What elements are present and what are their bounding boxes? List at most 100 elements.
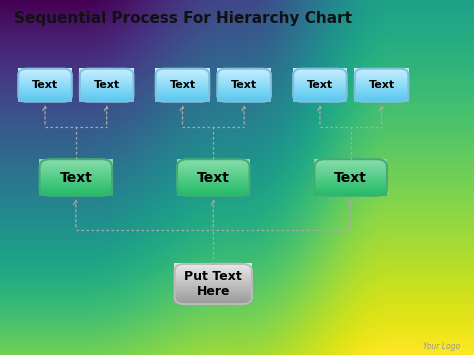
Bar [174,265,252,266]
Bar [155,73,210,75]
Bar [174,277,252,278]
Bar [354,92,409,93]
Bar [217,100,271,101]
Bar [217,94,271,95]
Bar [217,70,271,71]
Bar [155,85,210,86]
Text: Text: Text [197,170,230,185]
Bar [18,70,72,71]
Bar [354,95,409,96]
Bar [176,177,250,178]
Bar [293,86,347,87]
Bar [18,94,72,95]
Bar [293,76,347,77]
Bar [176,172,250,173]
Bar [39,192,112,193]
Bar [18,90,72,91]
Bar [155,98,210,99]
Bar [314,164,387,165]
Bar [155,68,210,69]
Bar [293,98,347,99]
Bar [176,180,250,181]
Bar [354,89,409,90]
Bar [174,282,252,283]
Bar [39,173,112,174]
Bar [293,94,347,95]
Bar [39,168,112,169]
Bar [217,100,271,102]
Bar [217,86,271,87]
Bar [314,182,387,184]
Bar [354,90,409,91]
Bar [176,166,250,167]
Bar [176,176,250,178]
Bar [174,302,252,304]
Bar [155,99,210,100]
Bar [155,98,210,99]
Bar [314,191,387,192]
Bar [176,167,250,168]
Bar [176,169,250,170]
Bar [80,87,134,88]
Bar [293,87,347,88]
Bar [155,100,210,101]
Bar [39,188,112,189]
Bar [176,164,250,165]
Bar [314,178,387,179]
Bar [18,97,72,98]
Bar [155,86,210,87]
Bar [174,268,252,269]
Bar [155,75,210,76]
Bar [18,75,72,76]
Bar [39,190,112,191]
Bar [314,184,387,185]
Bar [293,81,347,82]
Bar [293,73,347,75]
Bar [176,192,250,193]
Bar [18,69,72,70]
Bar [39,191,112,192]
Bar [18,94,72,95]
Bar [80,93,134,94]
Bar [176,178,250,179]
Bar [217,69,271,70]
Bar [39,180,112,181]
Bar [174,272,252,273]
Bar [217,81,271,82]
Bar [314,176,387,178]
Bar [39,174,112,175]
Bar [155,89,210,90]
Bar [80,77,134,78]
Bar [18,86,72,87]
Bar [39,185,112,186]
Bar [80,95,134,96]
Bar [39,194,112,195]
Bar [176,186,250,187]
Bar [293,80,347,81]
Bar [354,86,409,87]
Bar [39,167,112,168]
Bar [39,179,112,180]
Bar [174,296,252,297]
Bar [293,100,347,101]
Bar [176,168,250,169]
Bar [80,80,134,81]
Bar [155,82,210,83]
Bar [293,92,347,93]
Bar [354,74,409,75]
Bar [39,170,112,171]
Bar [18,101,72,102]
Bar [18,92,72,93]
Bar [80,92,134,93]
Bar [155,81,210,82]
Bar [314,159,387,160]
Bar [293,75,347,76]
Bar [174,297,252,298]
Bar [39,189,112,190]
Bar [39,183,112,184]
Bar [39,166,112,167]
Bar [176,159,250,160]
Bar [176,162,250,163]
Bar [174,298,252,299]
Bar [354,76,409,77]
